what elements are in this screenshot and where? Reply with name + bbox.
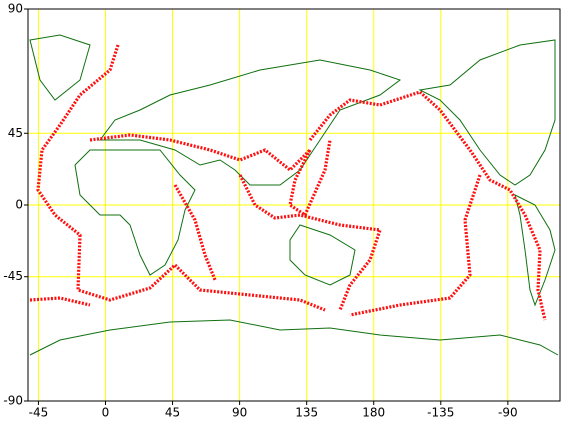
y-tick-label: 45 <box>8 126 23 140</box>
coastline <box>514 194 556 307</box>
coastline <box>99 59 402 186</box>
x-tick-label: -45 <box>29 406 49 420</box>
y-tick-label: -90 <box>3 394 23 408</box>
quake-belt <box>173 184 217 281</box>
earthquake-belts <box>29 44 547 321</box>
quake-belt <box>29 296 91 307</box>
axes: -45 0 45 90 135 180 -135 -90 90 45 0 -45 -90 <box>3 2 517 420</box>
quake-belt <box>89 133 312 172</box>
coastlines <box>29 34 559 356</box>
quake-belt <box>288 139 332 217</box>
quake-belt <box>36 44 326 312</box>
coastline <box>289 224 356 286</box>
x-tick-label: 180 <box>362 406 385 420</box>
x-tick-label: 45 <box>165 406 180 420</box>
quake-belt <box>308 90 547 321</box>
x-tick-label: 135 <box>295 406 318 420</box>
x-tick-label: -90 <box>498 406 518 420</box>
coastline <box>29 319 559 356</box>
x-tick-label: -135 <box>427 406 454 420</box>
coastline <box>29 34 91 101</box>
y-tick-label: 90 <box>8 2 23 16</box>
coastline <box>74 149 196 276</box>
x-tick-label: 0 <box>102 406 110 420</box>
grid <box>28 8 560 402</box>
quake-belt <box>349 174 482 317</box>
quake-belt <box>238 174 382 311</box>
x-tick-label: 90 <box>232 406 247 420</box>
coastline <box>418 39 556 186</box>
y-tick-label: -45 <box>3 269 23 283</box>
y-tick-label: 0 <box>15 198 23 212</box>
